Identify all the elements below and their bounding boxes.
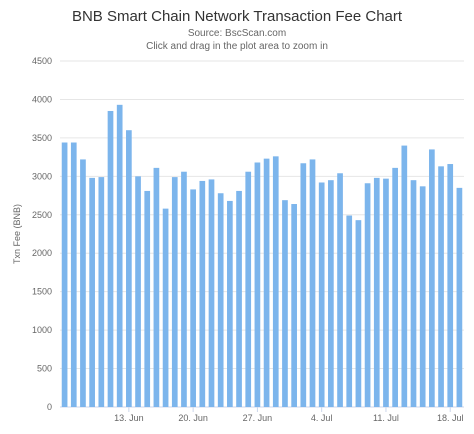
- x-tick-label: 20. Jun: [178, 413, 208, 423]
- bar[interactable]: [126, 130, 132, 407]
- bar[interactable]: [80, 159, 86, 407]
- x-tick-label: 13. Jun: [114, 413, 144, 423]
- y-tick-label: 3500: [32, 133, 52, 143]
- bar[interactable]: [355, 220, 362, 407]
- bar[interactable]: [373, 177, 380, 407]
- bar[interactable]: [263, 158, 270, 407]
- x-tick-label: 18. Jul: [437, 413, 464, 423]
- chart-title: BNB Smart Chain Network Transaction Fee …: [71, 8, 403, 25]
- bar[interactable]: [291, 204, 297, 407]
- bar[interactable]: [318, 182, 325, 407]
- bar[interactable]: [144, 190, 151, 407]
- y-tick-label: 4500: [32, 56, 52, 66]
- y-axis-ticks: 0 500 1000 1500 2000 2500 3000 3500 4000 4500: [32, 56, 52, 412]
- bar[interactable]: [410, 180, 417, 407]
- y-tick-label: 500: [37, 364, 52, 374]
- y-tick-label: 1500: [32, 287, 52, 297]
- bar[interactable]: [429, 149, 435, 407]
- bar[interactable]: [245, 171, 252, 407]
- bar[interactable]: [107, 110, 114, 407]
- bar[interactable]: [162, 208, 169, 407]
- y-axis-title: Txn Fee (BNB): [12, 204, 22, 264]
- bar[interactable]: [217, 193, 224, 407]
- bar[interactable]: [208, 179, 215, 407]
- bar[interactable]: [364, 183, 371, 407]
- bar[interactable]: [171, 177, 178, 407]
- y-tick-label: 0: [47, 402, 52, 412]
- bar[interactable]: [447, 164, 454, 407]
- bar[interactable]: [328, 180, 334, 407]
- y-tick-label: 1000: [32, 325, 52, 335]
- bar[interactable]: [383, 178, 389, 407]
- bar[interactable]: [61, 142, 68, 407]
- bar[interactable]: [401, 145, 408, 408]
- bar[interactable]: [98, 177, 105, 407]
- bar[interactable]: [282, 200, 288, 407]
- bar[interactable]: [181, 171, 187, 407]
- y-tick-label: 2500: [32, 210, 52, 220]
- y-tick-label: 4000: [32, 94, 52, 104]
- bar[interactable]: [392, 167, 398, 407]
- bar[interactable]: [309, 159, 316, 407]
- bar[interactable]: [199, 180, 206, 407]
- y-tick-label: 2000: [32, 248, 52, 258]
- bar[interactable]: [227, 200, 233, 407]
- bar[interactable]: [236, 190, 242, 407]
- x-tick-label: 4. Jul: [311, 413, 333, 423]
- chart-subtitle-zoom-hint: Click and drag in the plot area to zoom …: [146, 41, 328, 52]
- bar[interactable]: [456, 187, 463, 407]
- bar[interactable]: [272, 156, 279, 407]
- bar[interactable]: [116, 104, 123, 408]
- x-axis-ticks: 13. Jun 20. Jun 27. Jun 4. Jul 11. Jul 18. Ju…: [114, 407, 463, 423]
- bar[interactable]: [300, 163, 307, 407]
- bar[interactable]: [337, 173, 343, 407]
- y-tick-label: 3000: [32, 171, 52, 181]
- bar-series: [61, 104, 463, 408]
- bar[interactable]: [70, 142, 77, 407]
- x-tick-label: 27. Jun: [243, 413, 273, 423]
- bar[interactable]: [419, 186, 426, 407]
- bar[interactable]: [438, 166, 444, 407]
- bar[interactable]: [190, 189, 196, 407]
- bar[interactable]: [153, 167, 160, 407]
- chart-subtitle-source: Source: BscScan.com: [187, 28, 287, 39]
- bar[interactable]: [89, 177, 95, 407]
- x-tick-label: 11. Jul: [373, 413, 399, 423]
- bar[interactable]: [346, 215, 353, 407]
- bar[interactable]: [254, 162, 261, 407]
- bar[interactable]: [135, 176, 141, 407]
